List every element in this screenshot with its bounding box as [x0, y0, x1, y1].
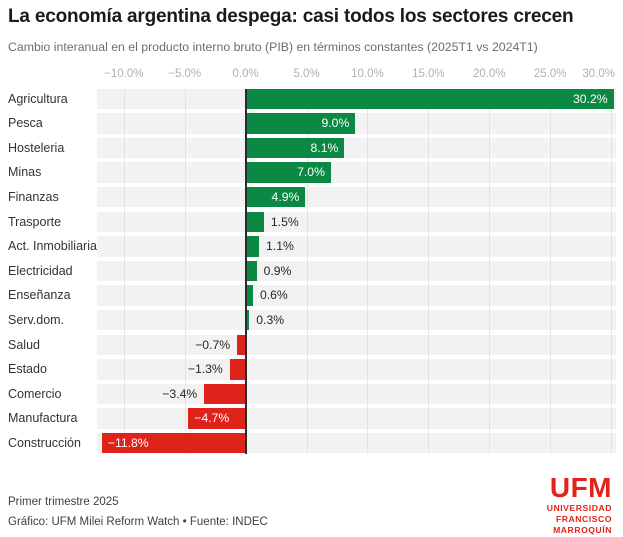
x-axis-tick-label: 5.0% [293, 68, 320, 80]
ufm-logo-line-universidad: UNIVERSIDAD [546, 503, 612, 514]
category-label: Construcción [8, 435, 81, 450]
value-label: 1.5% [270, 214, 299, 229]
category-label: Electricidad [8, 263, 73, 278]
category-label: Pesca [8, 116, 43, 131]
bar-salud [237, 334, 246, 356]
category-label: Comercio [8, 386, 62, 401]
x-axis-tick-label: −5.0% [168, 68, 202, 80]
value-label: −3.4% [162, 386, 198, 401]
row-band [97, 236, 616, 257]
category-label: Salud [8, 337, 40, 352]
bar-pesca [245, 113, 356, 134]
category-label: Estado [8, 362, 47, 377]
row-band [97, 334, 616, 356]
x-axis-tick-label: 30.0% [582, 68, 615, 80]
category-label: Hosteleria [8, 140, 65, 155]
x-axis-tick-label: 10.0% [351, 68, 384, 80]
row-band [97, 285, 616, 306]
row-band [97, 113, 616, 134]
bar-minas [245, 162, 331, 183]
row-band [97, 260, 616, 282]
row-band [97, 137, 616, 159]
bar-trasporte [245, 211, 264, 233]
bar-manufactura [188, 408, 246, 429]
x-axis-tick-label: 20.0% [472, 68, 506, 80]
value-label: 9.0% [321, 116, 350, 131]
category-label: Agricultura [8, 91, 68, 106]
category-label: Minas [8, 165, 42, 180]
row-band [97, 359, 616, 380]
x-axis-tick-label: 25.0% [533, 68, 567, 80]
value-label: 8.1% [310, 140, 339, 155]
category-label: Manufactura [8, 411, 78, 426]
bar-electricidad [245, 260, 257, 282]
row-band [97, 162, 616, 183]
ufm-logo-acronym: UFM [549, 472, 612, 503]
bar-comercio [204, 383, 246, 405]
value-label: 4.9% [271, 189, 300, 204]
x-axis-tick-label: −10.0% [104, 68, 144, 80]
bar-hosteleria [245, 137, 345, 159]
value-label: −4.7% [194, 411, 230, 426]
footer-credit: Gráfico: UFM Milei Reform Watch • Fuente… [8, 516, 268, 528]
chart-subtitle: Cambio interanual en el producto interno… [8, 40, 538, 54]
ufm-logo: UFM UNIVERSIDAD FRANCISCO MARROQUÍN [547, 474, 612, 534]
gridline [550, 88, 552, 454]
value-label: 1.1% [266, 239, 294, 254]
bar-ense-anza [245, 285, 253, 306]
value-label: 0.6% [259, 288, 288, 303]
category-label: Serv.dom. [8, 312, 65, 327]
category-label: Finanzas [8, 189, 59, 204]
value-label: 0.3% [256, 312, 285, 327]
row-band [97, 408, 616, 429]
zero-axis-line [244, 88, 247, 454]
gridline [611, 88, 613, 454]
value-label: −1.3% [187, 362, 223, 377]
bar-serv-dom- [245, 309, 250, 331]
gridline [123, 88, 125, 454]
category-label: Trasporte [8, 214, 62, 229]
value-label: 7.0% [297, 165, 325, 180]
value-label: 30.2% [573, 91, 608, 106]
row-band [97, 211, 616, 233]
bar-finanzas [245, 186, 306, 208]
row-band [97, 309, 616, 331]
bar-estado [229, 359, 246, 380]
gridline [489, 88, 491, 454]
bar-act-inmobiliaria [245, 236, 260, 257]
value-label: 0.9% [263, 263, 292, 278]
ufm-logo-line-marroquin: MARROQUÍN [553, 524, 612, 535]
footer-note: Primer trimestre 2025 [8, 496, 119, 508]
gridline [184, 88, 186, 454]
gridline [428, 88, 430, 454]
bar-agricultura [245, 88, 614, 110]
category-label: Enseñanza [8, 288, 71, 303]
value-label: −0.7% [195, 337, 231, 352]
x-axis-tick-label: 0.0% [232, 68, 259, 80]
gridline [367, 88, 369, 454]
x-axis-tick-label: 15.0% [412, 68, 445, 80]
gridline [306, 88, 308, 454]
bar-construcci-n [101, 432, 246, 454]
value-label: −11.8% [107, 435, 149, 450]
category-label: Act. Inmobiliaria [8, 239, 97, 254]
row-band [97, 186, 616, 208]
ufm-logo-line-francisco: FRANCISCO [555, 513, 612, 524]
chart-title: La economía argentina despega: casi todo… [8, 6, 574, 27]
